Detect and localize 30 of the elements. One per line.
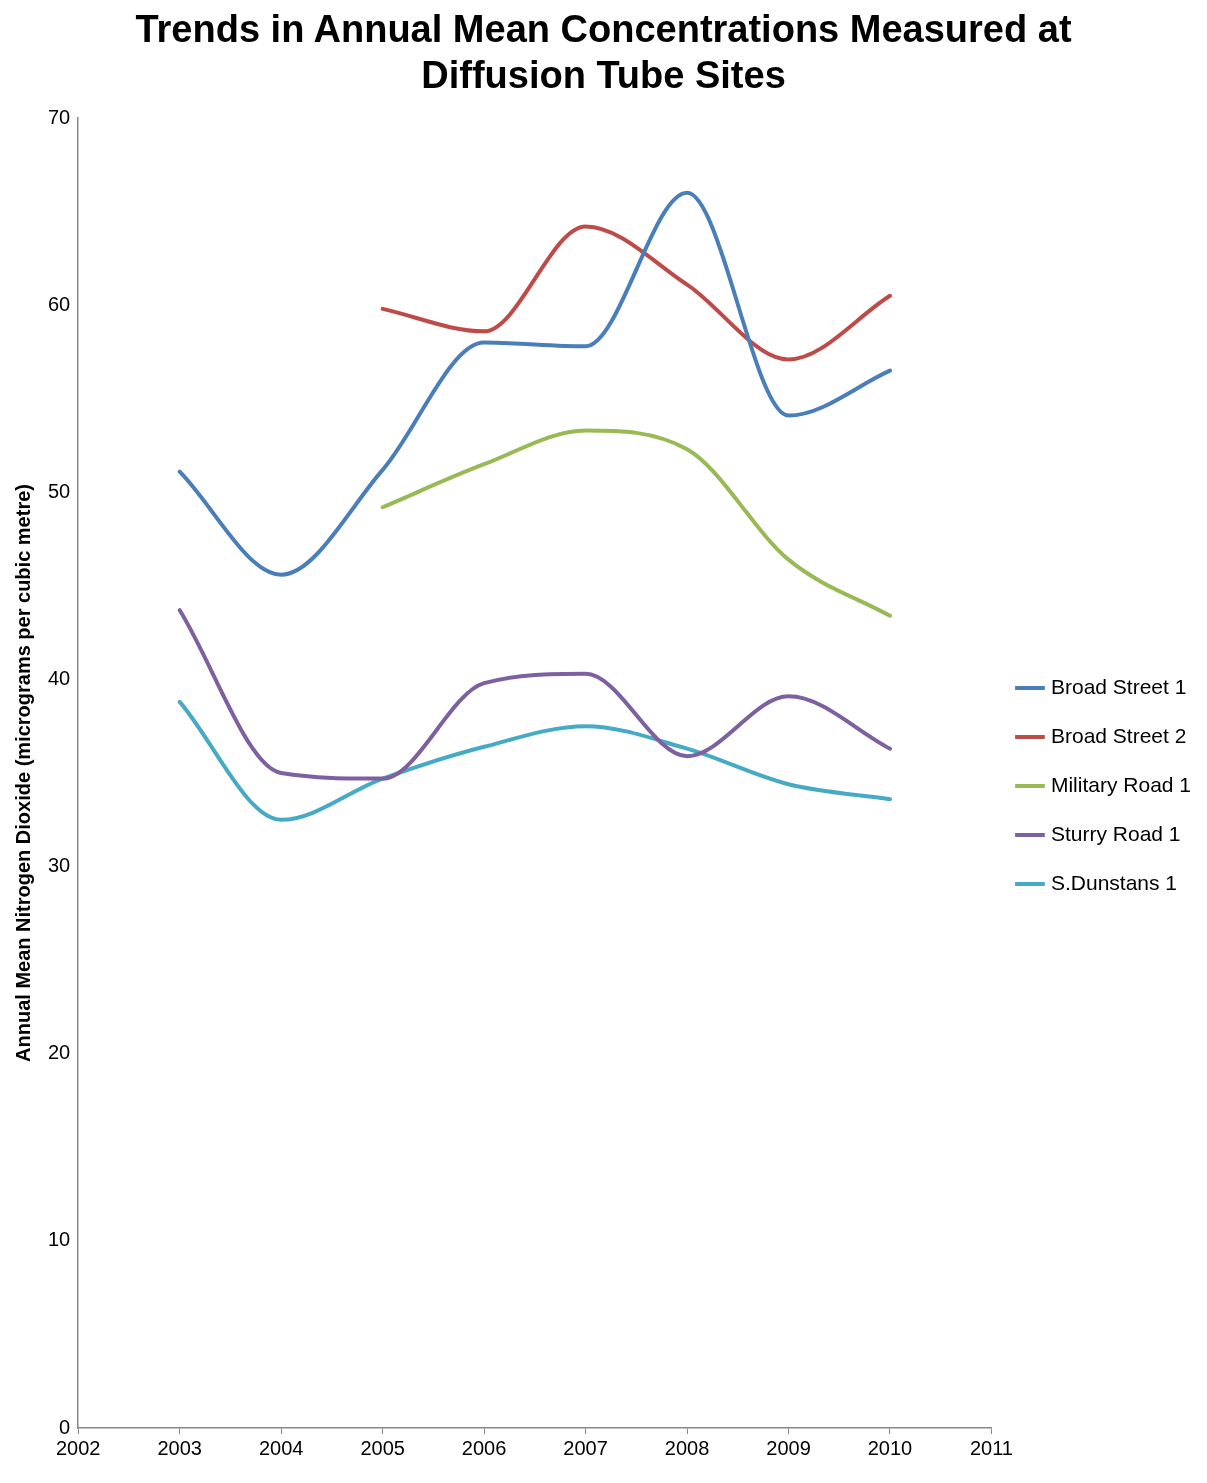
y-axis-title: Annual Mean Nitrogen Dioxide (micrograms per cubic metre) xyxy=(11,484,34,1062)
y-tick-label: 10 xyxy=(48,1228,71,1251)
x-tick-label: 2004 xyxy=(258,1436,304,1459)
y-tick-label: 30 xyxy=(48,854,71,877)
x-tick-label: 2011 xyxy=(969,1436,1013,1459)
line-series xyxy=(177,190,892,577)
y-tick-label: 60 xyxy=(48,292,71,315)
x-tick-label: 2003 xyxy=(157,1436,202,1459)
chart-title: Trends in Annual Mean Concentrations Measured at Diffusion Tube Sites xyxy=(134,7,1073,98)
x-tick-label: 2007 xyxy=(563,1436,608,1459)
line-series xyxy=(380,224,892,362)
legend-label: Sturry Road 1 xyxy=(1050,821,1181,845)
x-tick-label: 2010 xyxy=(867,1436,913,1459)
legend-label: Broad Street 1 xyxy=(1050,674,1187,698)
x-tick-label: 2002 xyxy=(56,1436,101,1459)
legend-label: Military Road 1 xyxy=(1050,772,1192,796)
x-tick-label: 2005 xyxy=(360,1436,405,1459)
line-series xyxy=(177,608,892,781)
legend-label: S.Dunstans 1 xyxy=(1050,870,1178,894)
line-series xyxy=(380,428,892,618)
line-series xyxy=(177,699,892,822)
y-tick-label: 20 xyxy=(48,1041,71,1064)
x-tick-label: 2006 xyxy=(461,1436,507,1459)
y-tick-label: 40 xyxy=(48,666,71,689)
x-tick-label: 2008 xyxy=(664,1436,710,1459)
x-tick-label: 2009 xyxy=(766,1436,811,1459)
y-tick-label: 50 xyxy=(48,479,71,502)
y-tick-label: 70 xyxy=(48,105,71,128)
y-tick-label: 0 xyxy=(59,1415,71,1438)
legend-label: Broad Street 2 xyxy=(1050,723,1187,747)
